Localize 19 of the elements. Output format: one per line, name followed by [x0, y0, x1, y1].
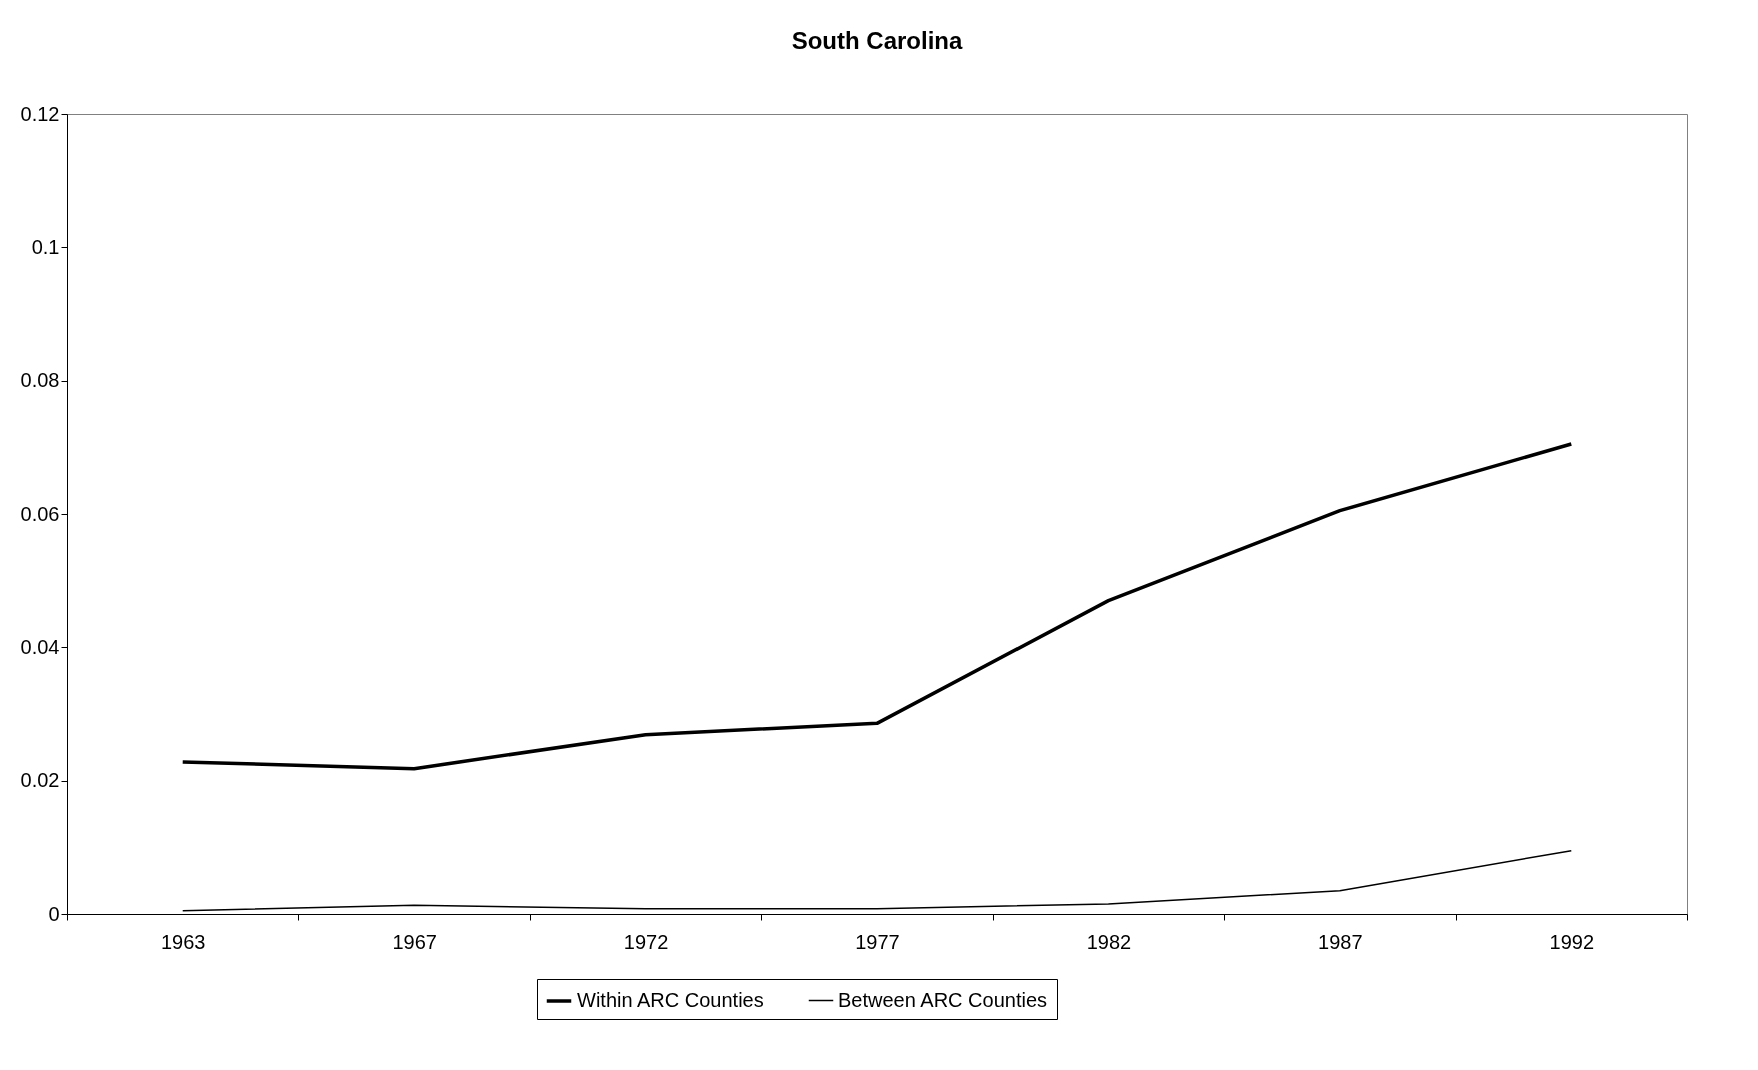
legend-label: Between ARC Counties [838, 988, 1048, 1011]
y-tick-label: 0.06 [20, 502, 60, 525]
x-tick-label: 1963 [160, 930, 206, 953]
x-tick-label: 1982 [1086, 930, 1132, 953]
x-tick-label: 1977 [855, 930, 900, 953]
y-tick-label: 0.04 [20, 635, 60, 658]
x-tick-label: 1967 [392, 930, 437, 953]
x-tick-label: 1987 [1318, 930, 1363, 953]
y-tick-label: 0.1 [31, 235, 60, 258]
chart-title: South Carolina [791, 27, 963, 54]
y-tick-label: 0.08 [20, 369, 60, 392]
y-tick-label: 0.12 [20, 102, 60, 125]
line-series [180, 442, 1574, 771]
line-series [181, 849, 1573, 912]
x-tick-label: 1992 [1549, 930, 1595, 953]
y-tick-label: 0 [48, 902, 60, 925]
legend-label: Within ARC Counties [577, 989, 764, 1011]
x-tick-label: 1972 [623, 930, 669, 953]
y-tick-label: 0.02 [20, 769, 60, 792]
